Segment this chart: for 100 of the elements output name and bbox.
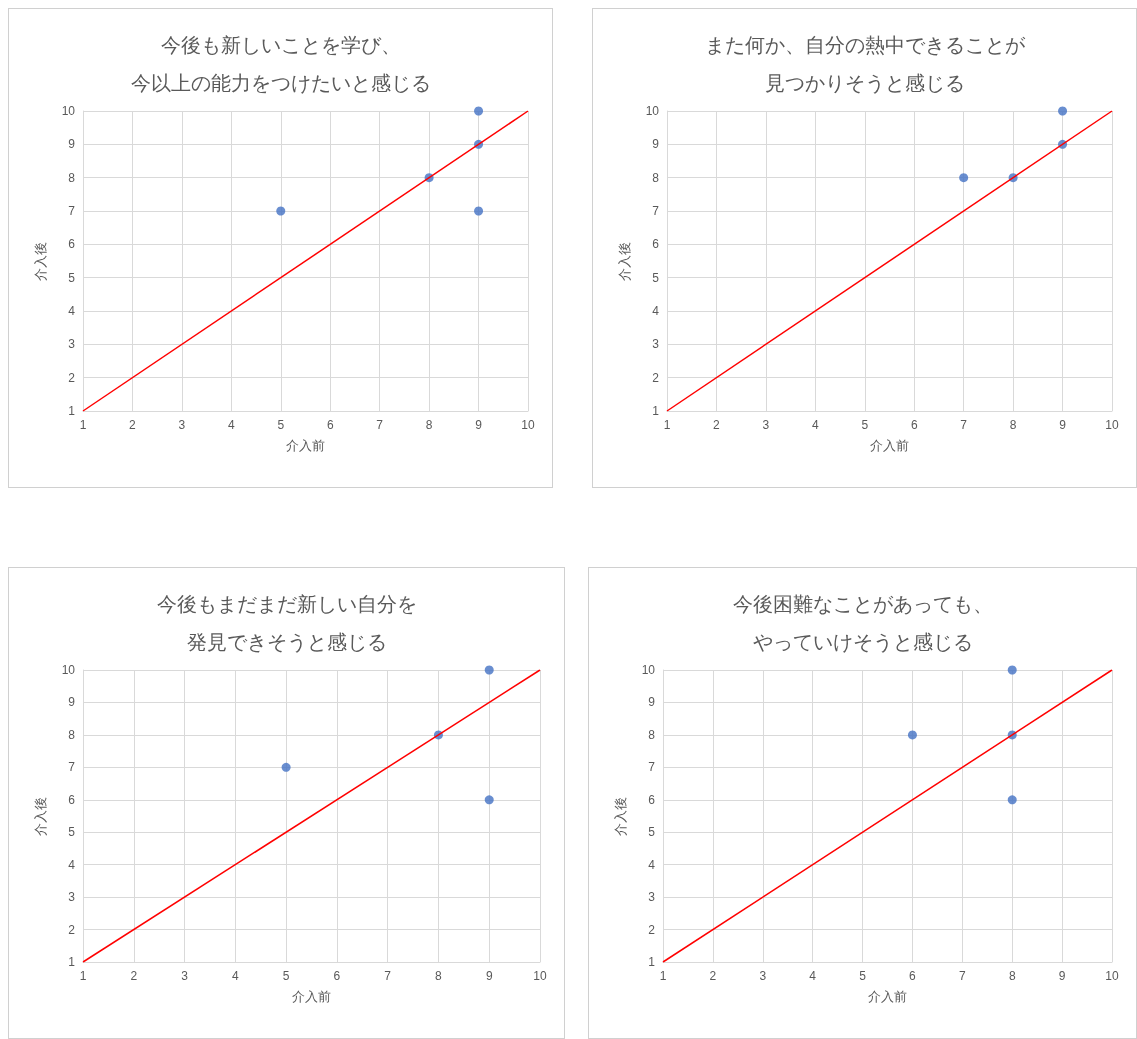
point <box>474 106 484 116</box>
y-tick-label: 6 <box>68 792 76 807</box>
y-axis-title: 介入後 <box>33 796 48 836</box>
point <box>907 730 917 740</box>
point <box>484 795 494 805</box>
point <box>1007 795 1017 805</box>
y-tick-label: 1 <box>648 955 656 969</box>
y-tick-label: 2 <box>648 922 656 937</box>
y-tick-label: 2 <box>652 370 660 385</box>
x-tick-label: 7 <box>960 418 968 432</box>
y-tick-label: 4 <box>652 304 660 318</box>
point <box>276 206 286 216</box>
y-tick-label: 8 <box>68 727 76 742</box>
y-tick-label: 3 <box>68 890 76 905</box>
x-tick-label: 7 <box>384 969 392 983</box>
y-tick-label: 4 <box>68 304 76 318</box>
x-tick-label: 9 <box>485 969 493 983</box>
point <box>474 206 484 216</box>
y-tick-label: 10 <box>645 104 660 118</box>
y-tick-label: 1 <box>652 404 660 418</box>
y-tick-label: 9 <box>68 695 76 710</box>
x-tick-label: 9 <box>1058 969 1066 983</box>
x-tick-label: 1 <box>79 969 87 983</box>
y-tick-label: 9 <box>68 137 76 152</box>
y-tick-label: 8 <box>648 727 656 742</box>
point <box>1007 665 1017 675</box>
y-tick-label: 2 <box>68 370 76 385</box>
y-tick-label: 7 <box>68 760 76 775</box>
x-axis-title: 介入前 <box>870 438 909 453</box>
x-tick-label: 10 <box>1105 418 1119 432</box>
y-tick-label: 2 <box>68 922 76 937</box>
x-tick-label: 1 <box>663 418 671 432</box>
y-tick-label: 10 <box>61 663 76 677</box>
point <box>959 173 969 183</box>
x-tick-label: 6 <box>910 418 918 432</box>
x-tick-label: 2 <box>709 969 717 983</box>
chart-title: また何か、自分の熱中できることが見つかりそうと感じる <box>704 33 1026 95</box>
y-tick-label: 6 <box>68 237 76 252</box>
y-tick-label: 1 <box>68 955 76 969</box>
x-tick-label: 6 <box>326 418 334 432</box>
y-axis-title: 介入後 <box>617 241 632 281</box>
x-tick-label: 3 <box>762 418 770 432</box>
x-tick-label: 9 <box>475 418 483 432</box>
x-tick-label: 4 <box>231 969 239 983</box>
chart-title: 今後も新しいことを学び、今以上の能力をつけたいと感じる <box>130 33 431 95</box>
y-axis-title: 介入後 <box>613 796 628 836</box>
x-axis-title: 介入前 <box>868 989 907 1004</box>
chart-title: 今後困難なことがあっても、やっていけそうと感じる <box>732 592 993 654</box>
y-tick-label: 10 <box>641 663 656 677</box>
y-tick-label: 7 <box>652 204 660 218</box>
y-tick-label: 4 <box>648 857 656 872</box>
x-tick-label: 8 <box>435 969 443 983</box>
x-tick-label: 4 <box>809 969 817 983</box>
x-tick-label: 7 <box>958 969 966 983</box>
y-tick-label: 3 <box>68 337 76 352</box>
x-tick-label: 10 <box>521 418 535 432</box>
y-tick-label: 3 <box>652 337 660 352</box>
y-tick-label: 10 <box>61 104 76 118</box>
x-tick-label: 2 <box>129 418 137 432</box>
x-tick-label: 6 <box>909 969 917 983</box>
x-tick-label: 7 <box>376 418 384 432</box>
x-tick-label: 3 <box>181 969 189 983</box>
y-tick-label: 8 <box>68 170 76 185</box>
x-tick-label: 10 <box>533 969 547 983</box>
x-tick-label: 10 <box>1105 969 1119 983</box>
y-tick-label: 5 <box>648 825 656 840</box>
x-tick-label: 3 <box>759 969 767 983</box>
y-tick-label: 6 <box>648 792 656 807</box>
x-tick-label: 4 <box>227 418 235 432</box>
y-tick-label: 7 <box>68 204 76 218</box>
x-tick-label: 1 <box>79 418 87 432</box>
y-tick-label: 4 <box>68 857 76 872</box>
x-axis-title: 介入前 <box>286 438 325 453</box>
y-axis-title: 介入後 <box>33 241 48 281</box>
x-tick-label: 5 <box>861 418 869 432</box>
y-tick-label: 7 <box>648 760 656 775</box>
x-tick-label: 2 <box>713 418 721 432</box>
point <box>281 762 291 772</box>
x-tick-label: 8 <box>1009 418 1017 432</box>
y-tick-label: 5 <box>68 270 76 285</box>
y-tick-label: 8 <box>652 170 660 185</box>
chart-title: 今後もまだまだ新しい自分を発見できそうと感じる <box>156 592 417 654</box>
x-tick-label: 3 <box>178 418 186 432</box>
y-tick-label: 9 <box>648 695 656 710</box>
y-tick-label: 1 <box>68 404 76 418</box>
y-tick-label: 6 <box>652 237 660 252</box>
point <box>1058 106 1068 116</box>
y-tick-label: 3 <box>648 890 656 905</box>
y-tick-label: 5 <box>652 270 660 285</box>
y-tick-label: 5 <box>68 825 76 840</box>
x-tick-label: 5 <box>859 969 867 983</box>
y-tick-label: 9 <box>652 137 660 152</box>
x-tick-label: 4 <box>811 418 819 432</box>
point <box>484 665 494 675</box>
x-tick-label: 6 <box>333 969 341 983</box>
x-axis-title: 介入前 <box>292 989 331 1004</box>
x-tick-label: 9 <box>1059 418 1067 432</box>
x-tick-label: 5 <box>282 969 290 983</box>
x-tick-label: 8 <box>425 418 433 432</box>
x-tick-label: 5 <box>277 418 285 432</box>
